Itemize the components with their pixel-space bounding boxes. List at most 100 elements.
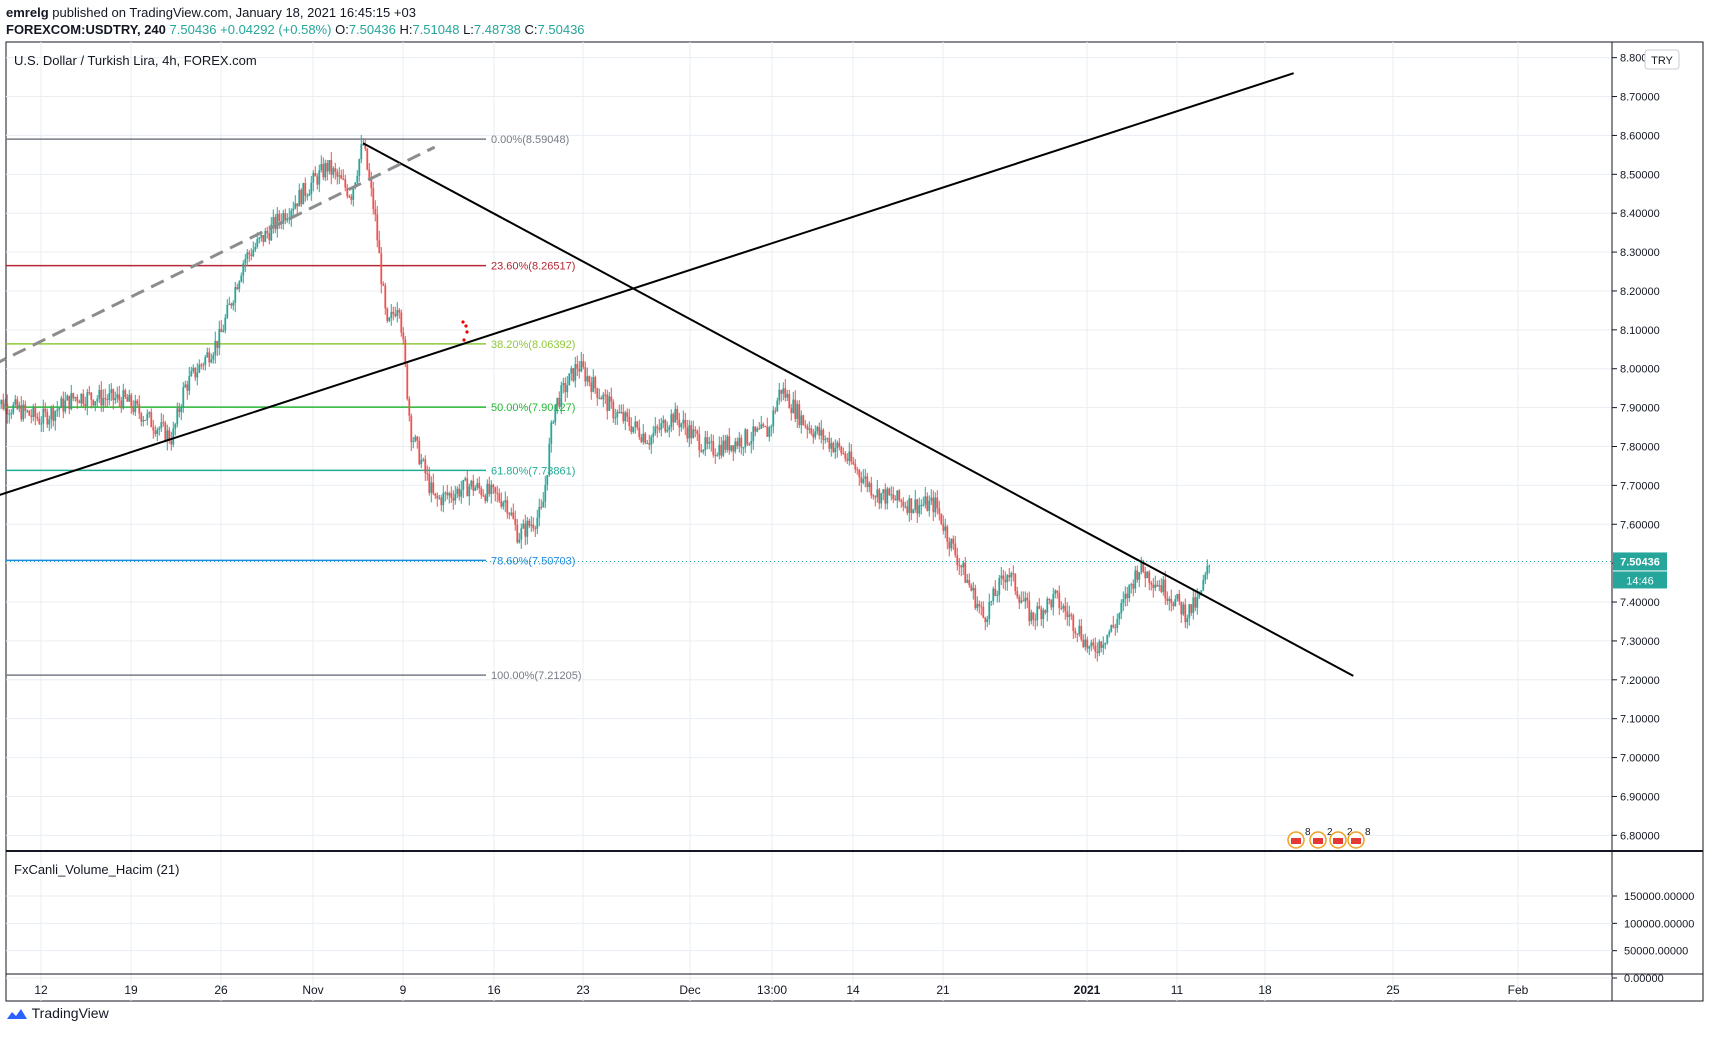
- candle[interactable]: [1090, 639, 1093, 652]
- candle[interactable]: [1176, 593, 1179, 602]
- candle[interactable]: [378, 230, 381, 254]
- event-flag-icon[interactable]: 8: [1347, 827, 1371, 849]
- candle[interactable]: [374, 200, 377, 222]
- candle[interactable]: [336, 168, 339, 185]
- candle[interactable]: [1138, 572, 1141, 588]
- candle[interactable]: [72, 392, 75, 402]
- candle[interactable]: [598, 388, 601, 400]
- candle[interactable]: [6, 394, 9, 424]
- candle[interactable]: [50, 405, 53, 429]
- candle[interactable]: [84, 396, 87, 411]
- candle[interactable]: [592, 369, 595, 393]
- candle[interactable]: [764, 425, 767, 428]
- candle[interactable]: [124, 388, 127, 399]
- candle[interactable]: [1072, 613, 1075, 639]
- candle[interactable]: [1188, 603, 1191, 626]
- candle[interactable]: [1104, 642, 1107, 650]
- candle[interactable]: [208, 347, 211, 367]
- last-price[interactable]: 7.50436 14:46: [6, 552, 1667, 589]
- candle[interactable]: [214, 331, 217, 364]
- candle[interactable]: [664, 418, 667, 434]
- candle[interactable]: [292, 201, 295, 217]
- candle[interactable]: [104, 388, 107, 408]
- candle[interactable]: [394, 306, 397, 318]
- candle[interactable]: [768, 425, 771, 442]
- currency-badge-box[interactable]: [1644, 49, 1680, 70]
- candle[interactable]: [894, 495, 897, 501]
- event-flag-icon[interactable]: 2: [1309, 827, 1333, 849]
- candle[interactable]: [716, 452, 719, 457]
- candle[interactable]: [184, 380, 187, 389]
- candle[interactable]: [676, 405, 679, 426]
- candle[interactable]: [450, 486, 453, 503]
- candle[interactable]: [1114, 623, 1117, 636]
- candle[interactable]: [506, 496, 509, 519]
- candle[interactable]: [1154, 575, 1157, 592]
- candle[interactable]: [26, 409, 29, 414]
- candle[interactable]: [386, 307, 389, 323]
- candle[interactable]: [804, 420, 807, 429]
- candle[interactable]: [402, 327, 405, 345]
- candle[interactable]: [886, 486, 889, 510]
- trendline[interactable]: [0, 145, 436, 365]
- candle[interactable]: [432, 473, 435, 496]
- candle[interactable]: [1140, 556, 1143, 575]
- candle[interactable]: [134, 394, 137, 417]
- candle[interactable]: [1202, 574, 1205, 592]
- candle[interactable]: [570, 365, 573, 381]
- candle[interactable]: [1208, 564, 1211, 574]
- candle[interactable]: [1190, 604, 1193, 616]
- candle[interactable]: [690, 420, 693, 445]
- candle[interactable]: [1024, 591, 1027, 609]
- candle[interactable]: [808, 421, 811, 434]
- candle[interactable]: [852, 456, 855, 466]
- candle[interactable]: [216, 340, 219, 357]
- candle[interactable]: [736, 437, 739, 450]
- candle[interactable]: [316, 173, 319, 190]
- candle[interactable]: [1150, 580, 1153, 591]
- candle[interactable]: [54, 410, 57, 431]
- candle[interactable]: [838, 438, 841, 451]
- candle[interactable]: [1046, 596, 1049, 622]
- candle[interactable]: [1074, 627, 1077, 638]
- candle[interactable]: [978, 600, 981, 614]
- candle[interactable]: [672, 412, 675, 431]
- candle[interactable]: [794, 390, 797, 423]
- trendline[interactable]: [362, 142, 1354, 677]
- candle[interactable]: [352, 186, 355, 207]
- candle[interactable]: [426, 465, 429, 481]
- candle[interactable]: [810, 425, 813, 436]
- candle[interactable]: [916, 498, 919, 523]
- candle[interactable]: [544, 476, 547, 509]
- candle[interactable]: [560, 381, 563, 414]
- candle[interactable]: [1020, 591, 1023, 604]
- candle[interactable]: [1010, 571, 1013, 587]
- candle[interactable]: [122, 383, 125, 410]
- candle[interactable]: [982, 601, 985, 619]
- candle[interactable]: [1170, 589, 1173, 612]
- candle[interactable]: [40, 416, 43, 433]
- candle[interactable]: [1026, 592, 1029, 609]
- candle[interactable]: [230, 302, 233, 309]
- candle[interactable]: [830, 437, 833, 457]
- candle[interactable]: [150, 408, 153, 428]
- candle[interactable]: [192, 364, 195, 374]
- candle[interactable]: [8, 409, 11, 424]
- event-flag-icon[interactable]: 2: [1329, 827, 1353, 849]
- candle[interactable]: [22, 400, 25, 422]
- candle[interactable]: [722, 434, 725, 457]
- candle[interactable]: [268, 225, 271, 245]
- candle[interactable]: [554, 404, 557, 426]
- candle[interactable]: [854, 458, 857, 474]
- candle[interactable]: [686, 420, 689, 443]
- candle[interactable]: [796, 400, 799, 429]
- candle[interactable]: [416, 435, 419, 449]
- candle[interactable]: [382, 281, 385, 287]
- candle[interactable]: [1206, 559, 1209, 580]
- candle[interactable]: [108, 384, 111, 406]
- candle[interactable]: [662, 415, 665, 429]
- candle[interactable]: [334, 162, 337, 180]
- candle[interactable]: [858, 468, 861, 486]
- candle[interactable]: [942, 515, 945, 535]
- candle[interactable]: [390, 304, 393, 326]
